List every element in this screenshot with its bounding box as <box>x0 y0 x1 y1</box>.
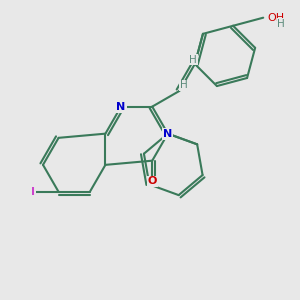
Text: I: I <box>31 187 35 197</box>
Text: H: H <box>180 80 188 90</box>
Text: OH: OH <box>268 13 285 23</box>
Text: H: H <box>190 55 197 64</box>
Text: N: N <box>163 129 172 139</box>
Text: O: O <box>148 176 157 187</box>
Text: N: N <box>116 102 126 112</box>
Text: H: H <box>277 19 285 28</box>
